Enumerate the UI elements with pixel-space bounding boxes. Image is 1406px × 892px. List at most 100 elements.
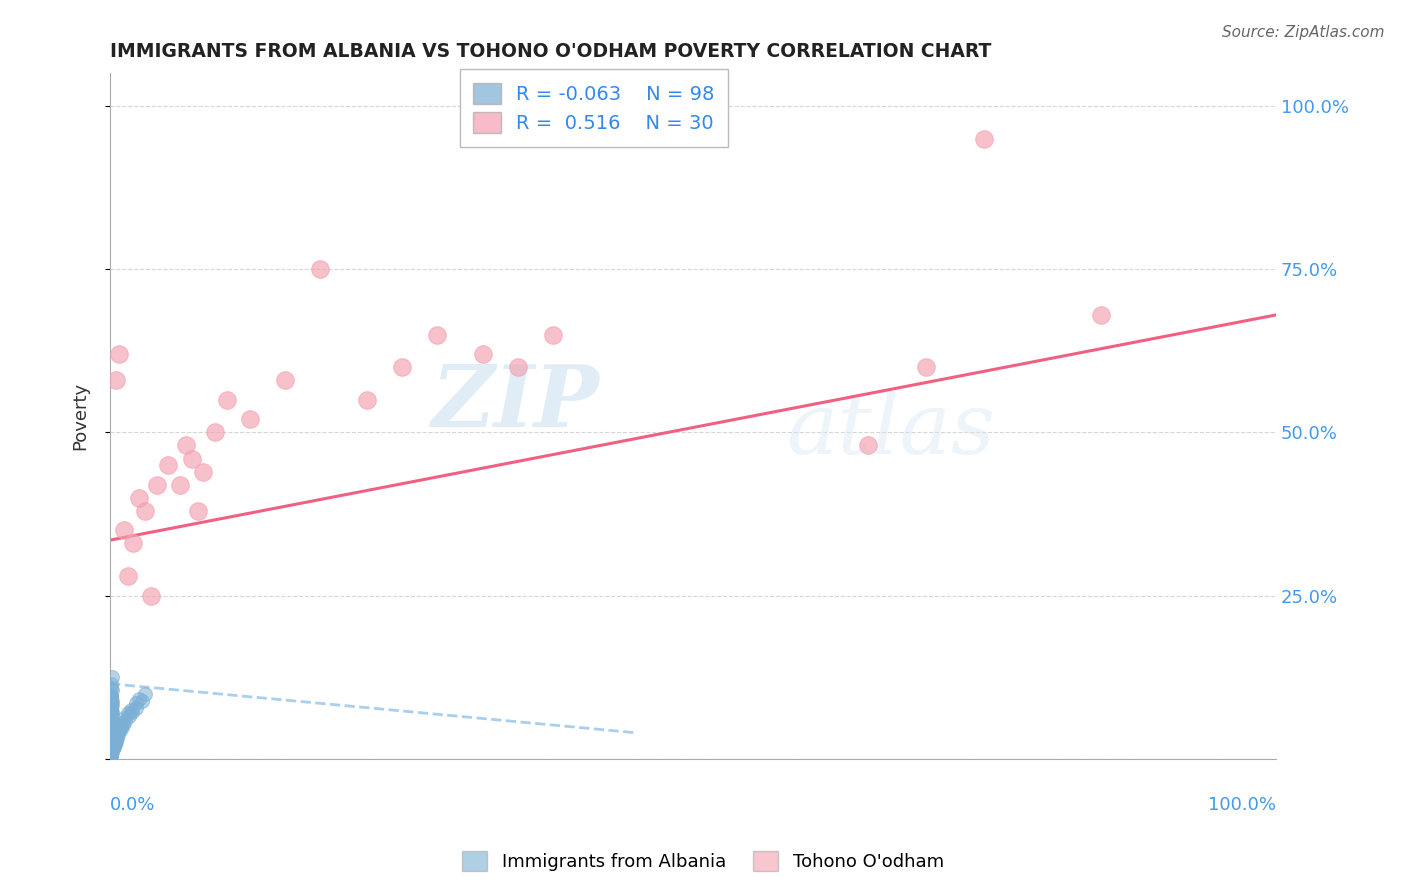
Text: Source: ZipAtlas.com: Source: ZipAtlas.com (1222, 25, 1385, 40)
Point (128, 491, 150, 505)
Point (101, 721, 124, 735)
Point (101, 738, 124, 752)
Point (105, 731, 128, 745)
Point (100, 723, 122, 737)
Point (100, 741, 122, 756)
Point (100, 747, 122, 762)
Point (169, 477, 191, 491)
Point (101, 732, 124, 747)
Point (215, 392, 238, 407)
Point (122, 536, 145, 550)
Point (100, 742, 122, 756)
Point (125, 696, 148, 710)
Point (131, 694, 153, 708)
Point (107, 727, 129, 741)
Point (1090, 308, 1112, 322)
Point (100, 738, 122, 752)
Point (120, 703, 142, 717)
Point (104, 732, 127, 747)
Point (145, 477, 167, 491)
Point (100, 746, 122, 760)
Point (856, 438, 879, 452)
Point (100, 744, 122, 758)
Point (100, 732, 122, 747)
Point (100, 733, 122, 747)
Point (391, 360, 413, 375)
Point (100, 696, 122, 710)
Point (100, 701, 122, 715)
Point (274, 373, 297, 387)
Text: atlas: atlas (786, 389, 995, 471)
Point (101, 745, 124, 759)
Point (193, 465, 215, 479)
Point (100, 727, 122, 741)
Point (100, 742, 122, 756)
Point (101, 723, 124, 737)
Point (104, 373, 127, 387)
Point (101, 683, 124, 698)
Legend: R = -0.063    N = 98, R =  0.516    N = 30: R = -0.063 N = 98, R = 0.516 N = 30 (460, 70, 728, 147)
Point (100, 729, 122, 743)
Point (100, 748, 122, 763)
Point (128, 691, 150, 706)
Point (100, 747, 122, 761)
Text: IMMIGRANTS FROM ALBANIA VS TOHONO O'ODHAM POVERTY CORRELATION CHART: IMMIGRANTS FROM ALBANIA VS TOHONO O'ODHA… (110, 42, 991, 61)
Point (100, 721, 122, 735)
Point (472, 347, 495, 361)
Point (101, 739, 124, 754)
Point (100, 714, 122, 728)
Point (100, 745, 122, 759)
Point (425, 327, 447, 342)
Point (114, 714, 136, 728)
Point (100, 718, 122, 732)
Point (117, 569, 139, 583)
Point (100, 739, 122, 754)
Point (104, 738, 127, 752)
Point (101, 707, 124, 722)
Point (108, 724, 131, 739)
Point (101, 742, 124, 756)
Point (101, 694, 124, 708)
Point (100, 744, 122, 758)
Point (100, 724, 122, 739)
Point (973, 131, 995, 145)
Point (103, 739, 125, 754)
Point (101, 733, 124, 747)
Point (100, 719, 122, 733)
Point (100, 713, 122, 727)
Point (134, 686, 156, 700)
Point (174, 438, 197, 452)
Point (100, 690, 122, 704)
Point (101, 742, 124, 756)
Point (239, 412, 262, 426)
Point (100, 739, 122, 753)
Point (117, 706, 139, 720)
Point (101, 715, 124, 730)
Point (104, 735, 127, 749)
Point (100, 741, 122, 756)
Text: ZIP: ZIP (432, 360, 600, 444)
Point (356, 392, 378, 407)
Point (107, 725, 129, 739)
Point (100, 696, 122, 710)
Point (100, 709, 122, 723)
Point (104, 735, 127, 749)
Point (100, 711, 122, 725)
Point (101, 705, 124, 719)
Y-axis label: Poverty: Poverty (72, 382, 89, 450)
Point (100, 677, 122, 691)
Point (118, 709, 141, 723)
Point (180, 451, 202, 466)
Point (541, 327, 564, 342)
Text: 100.0%: 100.0% (1208, 797, 1277, 814)
Point (100, 745, 122, 759)
Point (100, 691, 122, 706)
Point (100, 727, 122, 741)
Point (110, 723, 132, 737)
Point (110, 719, 132, 733)
Point (112, 711, 135, 725)
Point (100, 747, 122, 761)
Point (100, 690, 122, 704)
Legend: Immigrants from Albania, Tohono O'odham: Immigrants from Albania, Tohono O'odham (454, 844, 952, 879)
Point (101, 735, 124, 749)
